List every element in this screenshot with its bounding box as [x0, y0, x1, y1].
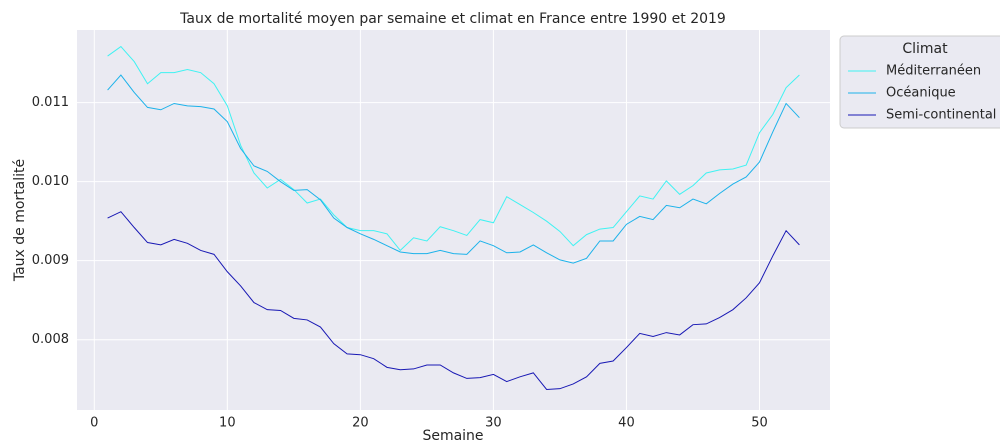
x-tick-label: 0 [90, 416, 98, 431]
x-tick-label: 10 [219, 416, 236, 431]
y-tick-label: 0.009 [32, 253, 69, 268]
y-tick-label: 0.011 [32, 95, 69, 110]
x-tick-label: 20 [352, 416, 369, 431]
legend-label: Semi-continental [886, 108, 996, 123]
line [107, 45, 800, 252]
x-tick-label: 30 [485, 416, 502, 431]
x-tick-label: 40 [618, 416, 635, 431]
y-tick-label: 0.010 [32, 174, 69, 189]
legend-title: Climat [902, 41, 948, 57]
y-tick-label: 0.008 [32, 332, 69, 347]
line [107, 74, 800, 264]
y-axis-label: Taux de mortalité [12, 159, 28, 282]
line [107, 211, 800, 390]
legend-label: Océanique [886, 86, 956, 101]
plot-area [77, 30, 830, 410]
legend-label: Méditerranéen [886, 64, 981, 79]
legend-box [839, 35, 1000, 129]
x-axis-label: Semaine [422, 428, 483, 443]
x-tick-label: 50 [751, 416, 768, 431]
chart-title: Taux de mortalité moyen par semaine et c… [179, 11, 726, 27]
